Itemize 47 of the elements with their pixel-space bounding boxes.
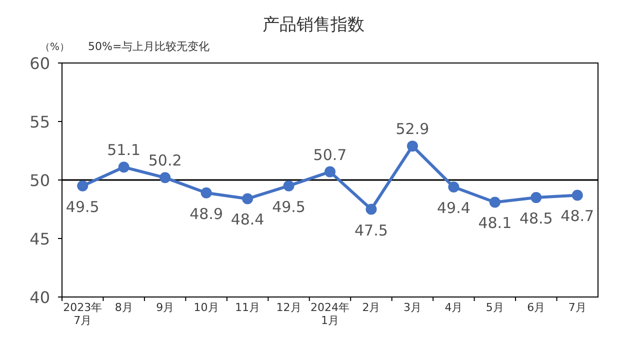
x-tick-label: 2024年 1月	[310, 301, 350, 327]
point	[200, 187, 212, 198]
x-tick-label: 8月	[114, 301, 133, 314]
point	[118, 162, 130, 173]
point	[77, 180, 88, 192]
x-tick-label: 10月	[194, 301, 219, 314]
data-label: 48.7	[560, 207, 594, 226]
x-tick-label: 2月	[362, 301, 380, 314]
data-label: 48.4	[230, 210, 264, 229]
text: 50%=与上月比较无变化	[88, 40, 210, 53]
data-label: 48.5	[519, 210, 553, 228]
y-tick-label: 60	[30, 54, 50, 73]
y-tick-label: 55	[30, 112, 50, 132]
point	[160, 172, 171, 184]
x-tick-label: 9月	[156, 301, 174, 314]
data-label: 52.9	[396, 120, 430, 138]
data-label: 51.1	[107, 141, 141, 160]
point	[283, 180, 294, 192]
point	[448, 182, 460, 193]
data-label: 49.4	[436, 199, 470, 218]
data-label: 49.5	[272, 198, 306, 216]
data-label: 48.9	[190, 204, 224, 223]
y-tick-label: 40	[30, 288, 50, 307]
data-label: 50.7	[313, 146, 347, 164]
point	[366, 204, 377, 215]
chart-title: 产品销售指数	[262, 15, 364, 35]
point	[242, 193, 254, 204]
y-axis-title: （%）	[40, 42, 70, 53]
data-label: 49.5	[66, 198, 100, 216]
y-tick-label: 50	[30, 171, 50, 190]
x-tick-label: 12月	[276, 301, 302, 314]
point	[572, 190, 583, 201]
point	[406, 140, 418, 152]
point	[324, 166, 336, 178]
x-tick-label: 3月	[403, 301, 422, 314]
y-tick-label: 45	[30, 230, 50, 248]
data-label: 47.5	[354, 221, 388, 240]
point	[489, 196, 500, 208]
x-tick-label: 7月	[568, 301, 586, 314]
data-label: 48.1	[478, 214, 512, 232]
x-tick-label: 2023年 7月	[63, 301, 102, 327]
x-tick-label: 6月	[527, 301, 546, 314]
data-label: 50.2	[148, 152, 182, 170]
x-tick-label: 4月	[444, 301, 463, 314]
x-tick-label: 11月	[235, 301, 260, 314]
x-tick-label: 5月	[486, 301, 504, 314]
point	[530, 192, 542, 204]
